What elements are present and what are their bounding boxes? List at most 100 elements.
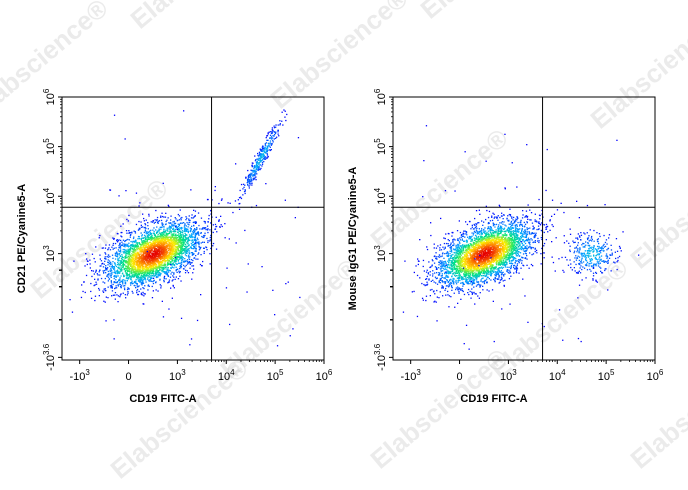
event-dot: [132, 269, 134, 271]
event-dot: [209, 253, 211, 255]
event-dot: [212, 231, 214, 234]
event-dot: [492, 248, 495, 250]
event-dot: [173, 267, 175, 269]
event-dot: [139, 260, 142, 262]
event-dot: [131, 241, 134, 243]
event-dot: [140, 278, 142, 280]
event-dot: [155, 209, 157, 212]
event-dot: [186, 241, 188, 243]
event-dot: [120, 225, 122, 227]
event-dot: [129, 245, 132, 247]
event-dot: [198, 252, 200, 254]
event-dot: [157, 222, 159, 224]
event-dot: [133, 268, 135, 270]
event-dot: [267, 133, 269, 135]
event-dot: [148, 245, 150, 247]
event-dot: [143, 274, 145, 276]
event-dot: [157, 274, 159, 277]
event-dot: [442, 287, 444, 289]
event-dot: [164, 272, 166, 274]
event-dot: [144, 237, 147, 239]
event-dot: [126, 273, 128, 275]
event-dot: [138, 265, 140, 267]
event-dot: [144, 285, 146, 287]
event-dot: [194, 215, 196, 217]
event-dot: [140, 270, 143, 272]
event-dot: [166, 253, 168, 255]
event-dot: [248, 180, 250, 182]
event-dot: [487, 261, 489, 263]
event-dot: [132, 244, 134, 247]
event-dot: [144, 246, 146, 249]
event-dot: [183, 236, 185, 238]
event-dot: [136, 268, 139, 271]
event-dot: [447, 294, 449, 296]
event-dot: [191, 236, 193, 239]
event-dot: [132, 240, 134, 242]
event-dot: [101, 247, 103, 249]
event-dot: [444, 289, 446, 291]
event-dot: [107, 286, 109, 288]
event-dot: [145, 281, 147, 283]
event-dot: [163, 234, 166, 236]
event-dot: [247, 181, 249, 184]
event-dot: [155, 241, 157, 243]
event-dot: [173, 234, 175, 236]
event-dot: [108, 260, 111, 262]
event-dot: [148, 231, 150, 233]
event-dot: [165, 244, 167, 246]
event-dot: [116, 256, 119, 258]
event-dot: [487, 268, 489, 270]
event-dot: [155, 271, 157, 273]
event-dot: [121, 266, 124, 268]
event-dot: [149, 241, 152, 243]
event-dot: [148, 276, 150, 278]
event-dot: [124, 294, 126, 296]
event-dot: [131, 232, 133, 234]
event-dot: [118, 250, 120, 252]
event-dot: [112, 248, 114, 250]
event-dot: [162, 237, 164, 240]
event-dot: [138, 236, 140, 238]
event-dot: [463, 244, 465, 247]
event-dot: [118, 279, 120, 281]
event-dot: [104, 277, 106, 280]
event-dot: [113, 266, 116, 268]
event-dot: [433, 281, 435, 283]
event-dot: [436, 320, 438, 322]
event-dot: [123, 274, 125, 276]
event-dot: [131, 256, 133, 258]
event-dot: [144, 277, 146, 279]
event-dot: [531, 232, 533, 234]
event-dot: [178, 240, 180, 243]
event-dot: [161, 237, 163, 240]
event-dot: [142, 282, 145, 284]
event-dot: [191, 252, 194, 254]
event-dot: [250, 169, 252, 171]
event-dot: [517, 228, 519, 230]
event-dot: [113, 267, 115, 270]
event-dot: [182, 250, 184, 252]
event-dot: [421, 282, 423, 285]
event-dot: [265, 183, 267, 185]
event-dot: [207, 221, 209, 223]
event-dot: [145, 251, 148, 253]
event-dot: [184, 247, 187, 249]
event-dot: [176, 271, 178, 273]
event-dot: [191, 214, 193, 216]
event-dot: [188, 219, 190, 221]
event-dot: [105, 289, 107, 292]
event-dot: [188, 257, 190, 259]
event-dot: [503, 264, 506, 266]
event-dot: [126, 279, 128, 282]
event-dot: [164, 260, 167, 262]
event-dot: [252, 169, 255, 172]
event-dot: [156, 251, 158, 254]
event-dot: [273, 131, 275, 133]
event-dot: [137, 262, 139, 264]
event-dot: [124, 240, 127, 242]
event-dot: [475, 272, 477, 274]
event-dot: [193, 224, 195, 227]
event-dot: [182, 236, 184, 238]
event-dot: [263, 160, 265, 163]
